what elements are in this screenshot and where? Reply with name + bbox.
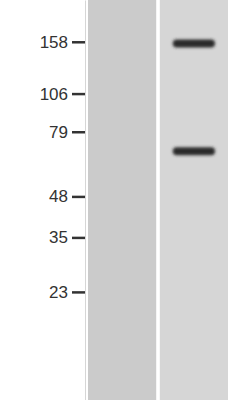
y-axis: 23 35 48 79 106 158 bbox=[40, 1, 86, 400]
tick-label: 158 bbox=[40, 33, 68, 52]
tick-label: 106 bbox=[40, 85, 68, 104]
tick: 158 bbox=[40, 33, 85, 52]
band bbox=[173, 147, 215, 155]
tick-label: 35 bbox=[49, 228, 68, 247]
axis-line bbox=[85, 1, 86, 400]
tick: 106 bbox=[40, 85, 85, 104]
tick-label: 23 bbox=[49, 283, 68, 302]
tick: 35 bbox=[49, 228, 85, 247]
lane bbox=[88, 0, 156, 400]
tick-mark bbox=[72, 131, 85, 134]
band bbox=[173, 39, 215, 47]
tick-mark bbox=[72, 291, 85, 294]
lane bbox=[160, 0, 228, 400]
tick-label: 79 bbox=[49, 123, 68, 142]
tick-mark bbox=[72, 196, 85, 199]
tick: 23 bbox=[49, 283, 85, 302]
plot-area bbox=[88, 0, 228, 400]
tick-mark bbox=[72, 93, 85, 96]
tick: 79 bbox=[49, 123, 85, 142]
blot-figure: 23 35 48 79 106 158 bbox=[0, 0, 228, 400]
tick-label: 48 bbox=[49, 187, 68, 206]
tick-mark bbox=[72, 237, 85, 240]
tick: 48 bbox=[49, 187, 85, 206]
tick-mark bbox=[72, 41, 85, 44]
